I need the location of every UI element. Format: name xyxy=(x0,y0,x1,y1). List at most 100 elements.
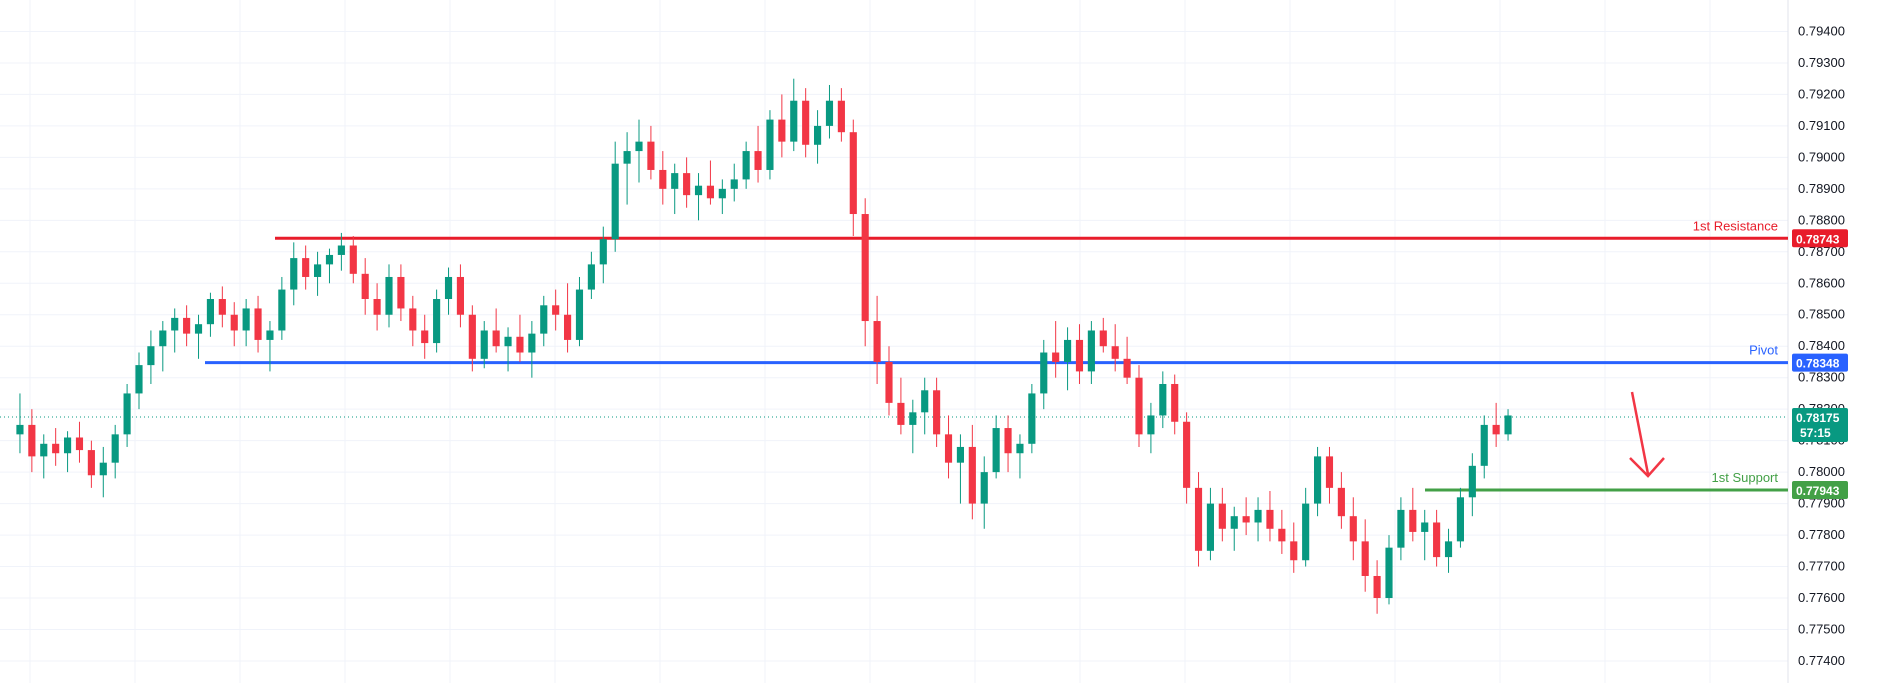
candle-body xyxy=(766,119,774,170)
y-tick-label: 0.78500 xyxy=(1798,307,1845,322)
candle-body xyxy=(1004,428,1012,454)
candle-body xyxy=(397,276,405,309)
candle-body xyxy=(278,289,286,331)
y-tick-label: 0.79000 xyxy=(1798,149,1845,164)
candle-body xyxy=(564,314,572,340)
grid xyxy=(0,0,1789,683)
candle-body xyxy=(349,245,357,274)
last-price-badge xyxy=(1792,408,1848,443)
candle-body xyxy=(1218,503,1226,529)
candle-body xyxy=(659,169,667,189)
candle-body xyxy=(325,254,334,265)
candle-body xyxy=(1254,509,1262,523)
candle-body xyxy=(52,443,60,454)
y-tick-label: 0.78300 xyxy=(1798,370,1845,385)
candle-body xyxy=(885,361,893,403)
candle-body xyxy=(814,125,822,145)
down-arrow-icon xyxy=(1630,391,1650,475)
candle-body xyxy=(492,330,500,347)
candle-body xyxy=(1385,547,1393,599)
candle-body xyxy=(1349,516,1357,542)
price-axis[interactable]: 0.79400 0.79300 0.79200 0.79100 0.79000 0.789… xyxy=(1792,23,1848,668)
level-price-text: 0.78743 xyxy=(1796,232,1840,246)
level-label: 1st Support xyxy=(1712,470,1779,485)
annotations xyxy=(1629,391,1665,478)
candle-body xyxy=(468,314,476,359)
candle-body xyxy=(1075,339,1084,372)
candle-body xyxy=(194,324,203,334)
candle-body xyxy=(825,100,834,126)
candle-body xyxy=(171,317,179,331)
candle-body xyxy=(1147,415,1155,435)
candle-body xyxy=(528,333,536,353)
candle-body xyxy=(1361,541,1369,576)
y-tick-label: 0.77400 xyxy=(1798,653,1845,668)
down-arrow-icon xyxy=(1629,457,1665,478)
candle-body xyxy=(1159,383,1167,416)
candle-body xyxy=(1111,346,1119,359)
candle-body xyxy=(314,264,322,277)
candle-body xyxy=(230,314,238,331)
y-tick-label: 0.79200 xyxy=(1798,86,1845,101)
candle-body xyxy=(1433,522,1441,558)
candle-body xyxy=(123,393,131,435)
candle-body xyxy=(1314,456,1322,504)
y-tick-label: 0.79400 xyxy=(1798,23,1845,38)
candle-body xyxy=(206,299,214,325)
candle-body xyxy=(1087,330,1095,372)
candle-body xyxy=(1397,509,1405,548)
candle-body xyxy=(909,412,917,425)
candle-body xyxy=(1302,503,1310,561)
candle-body xyxy=(1456,497,1464,542)
candle-body xyxy=(16,424,24,435)
candle-body xyxy=(968,446,976,504)
candle-body xyxy=(456,276,464,315)
levels: 1st Resistance Pivot 1st Support xyxy=(0,218,1788,492)
candle-body xyxy=(861,214,869,322)
y-tick-label: 0.78800 xyxy=(1798,212,1845,227)
candle-body xyxy=(302,258,310,277)
candle-body xyxy=(778,119,786,142)
candle-body xyxy=(1099,330,1107,347)
candle-body xyxy=(1480,424,1488,466)
candle-body xyxy=(1242,516,1250,523)
candle-body xyxy=(1230,516,1238,529)
candle-body xyxy=(266,330,274,340)
candle-body xyxy=(921,390,929,413)
candle-body xyxy=(135,365,143,394)
candle-body xyxy=(837,100,845,133)
candle-body xyxy=(28,424,36,457)
level-price-badge xyxy=(1792,481,1848,500)
candle-body xyxy=(980,472,988,504)
y-tick-label: 0.77500 xyxy=(1798,621,1845,636)
candle-body xyxy=(611,163,619,240)
candle-body xyxy=(516,336,524,353)
level-price-badge xyxy=(1792,353,1848,372)
candle-body xyxy=(552,305,560,315)
candle-body xyxy=(1194,487,1203,551)
y-tick-label: 0.78900 xyxy=(1798,181,1845,196)
candle-body xyxy=(706,185,714,199)
candle-body xyxy=(873,321,881,362)
candle-body xyxy=(337,245,345,255)
candle-body xyxy=(1135,377,1143,435)
candle-body xyxy=(254,308,262,340)
candle-body xyxy=(444,276,453,300)
candle-body xyxy=(1206,503,1214,551)
candle-body xyxy=(290,258,298,290)
candle-body xyxy=(730,179,738,189)
candle-body xyxy=(599,239,607,265)
candle-body xyxy=(1016,443,1024,454)
candle-body xyxy=(671,173,679,189)
candle-body xyxy=(944,434,953,463)
candle-body xyxy=(1028,393,1036,444)
candle-body xyxy=(1123,358,1131,378)
y-tick-label: 0.78600 xyxy=(1798,275,1845,290)
candle-body xyxy=(504,336,512,347)
candle-body xyxy=(480,330,488,359)
candle-body xyxy=(40,443,48,457)
candle-body xyxy=(1409,509,1417,532)
y-tick-label: 0.78400 xyxy=(1798,338,1845,353)
